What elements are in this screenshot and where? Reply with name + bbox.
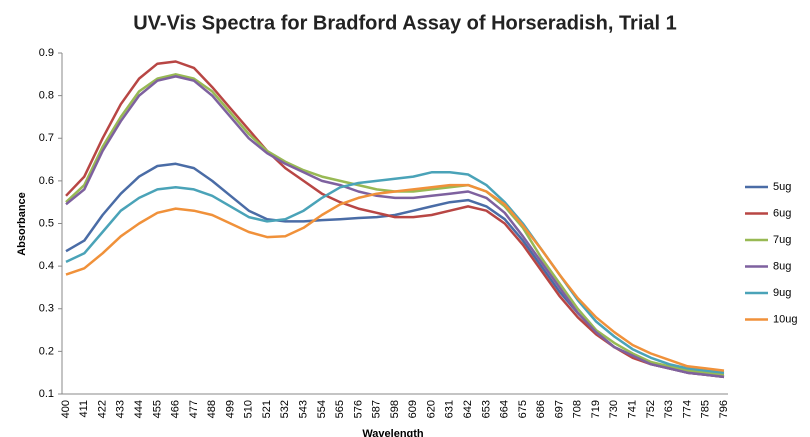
- x-tick-label: 719: [590, 400, 602, 418]
- x-tick-label: 521: [261, 400, 273, 418]
- legend-label: 10ug: [773, 313, 797, 325]
- x-tick-label: 510: [243, 400, 255, 418]
- x-tick-label: 455: [151, 400, 163, 418]
- x-tick-label: 543: [298, 400, 310, 418]
- x-tick-label: 752: [645, 400, 657, 418]
- x-tick-label: 400: [60, 400, 72, 418]
- x-tick-label: 785: [700, 400, 712, 418]
- x-tick-label: 411: [78, 400, 90, 418]
- y-tick-label: 0.7: [39, 132, 54, 144]
- x-tick-label: 598: [389, 400, 401, 418]
- series-line: [65, 183, 725, 372]
- legend-label: 5ug: [773, 181, 791, 193]
- x-tick-label: 763: [663, 400, 675, 418]
- y-tick-label: 0.9: [39, 47, 54, 59]
- series-line: [65, 75, 725, 379]
- x-tick-label: 422: [96, 400, 108, 418]
- x-tick-label: 576: [352, 400, 364, 418]
- legend-label: 7ug: [773, 234, 791, 246]
- x-tick-label: 653: [480, 400, 492, 418]
- x-tick-label: 708: [572, 400, 584, 418]
- legend-label: 8ug: [773, 260, 791, 272]
- y-axis-title: Absorbance: [16, 192, 28, 256]
- series-line: [65, 171, 725, 374]
- y-tick-label: 0.8: [39, 90, 54, 102]
- x-tick-label: 499: [224, 400, 236, 418]
- x-tick-label: 697: [553, 400, 565, 418]
- x-tick-label: 741: [627, 400, 639, 418]
- y-tick-label: 0.3: [39, 303, 54, 315]
- x-tick-label: 730: [608, 400, 620, 418]
- y-tick-label: 0.4: [39, 260, 54, 272]
- x-tick-label: 675: [517, 400, 529, 418]
- x-tick-label: 477: [188, 400, 200, 418]
- x-tick-label: 587: [371, 400, 383, 418]
- x-tick-label: 565: [334, 400, 346, 418]
- chart-title: UV-Vis Spectra for Bradford Assay of Hor…: [133, 12, 677, 34]
- x-tick-label: 466: [170, 400, 182, 418]
- x-tick-label: 488: [206, 400, 218, 418]
- x-tick-label: 532: [279, 400, 291, 418]
- x-tick-label: 609: [407, 400, 419, 418]
- x-tick-label: 642: [462, 400, 474, 418]
- x-tick-label: 444: [133, 400, 145, 418]
- legend-label: 9ug: [773, 287, 791, 299]
- x-tick-label: 433: [115, 400, 127, 418]
- x-tick-label: 774: [681, 400, 693, 418]
- series-line: [65, 60, 725, 379]
- y-tick-label: 0.5: [39, 217, 54, 229]
- y-tick-label: 0.2: [39, 345, 54, 357]
- x-tick-label: 686: [535, 400, 547, 418]
- x-tick-label: 554: [316, 400, 328, 418]
- legend-label: 6ug: [773, 207, 791, 219]
- x-tick-label: 631: [444, 400, 456, 418]
- y-tick-label: 0.6: [39, 175, 54, 187]
- x-tick-label: 796: [718, 400, 730, 418]
- x-tick-label: 664: [499, 400, 511, 418]
- x-tick-label: 620: [425, 400, 437, 418]
- x-axis-title: Wavelength: [362, 428, 424, 437]
- series-line: [65, 73, 725, 377]
- y-tick-label: 0.1: [39, 388, 54, 400]
